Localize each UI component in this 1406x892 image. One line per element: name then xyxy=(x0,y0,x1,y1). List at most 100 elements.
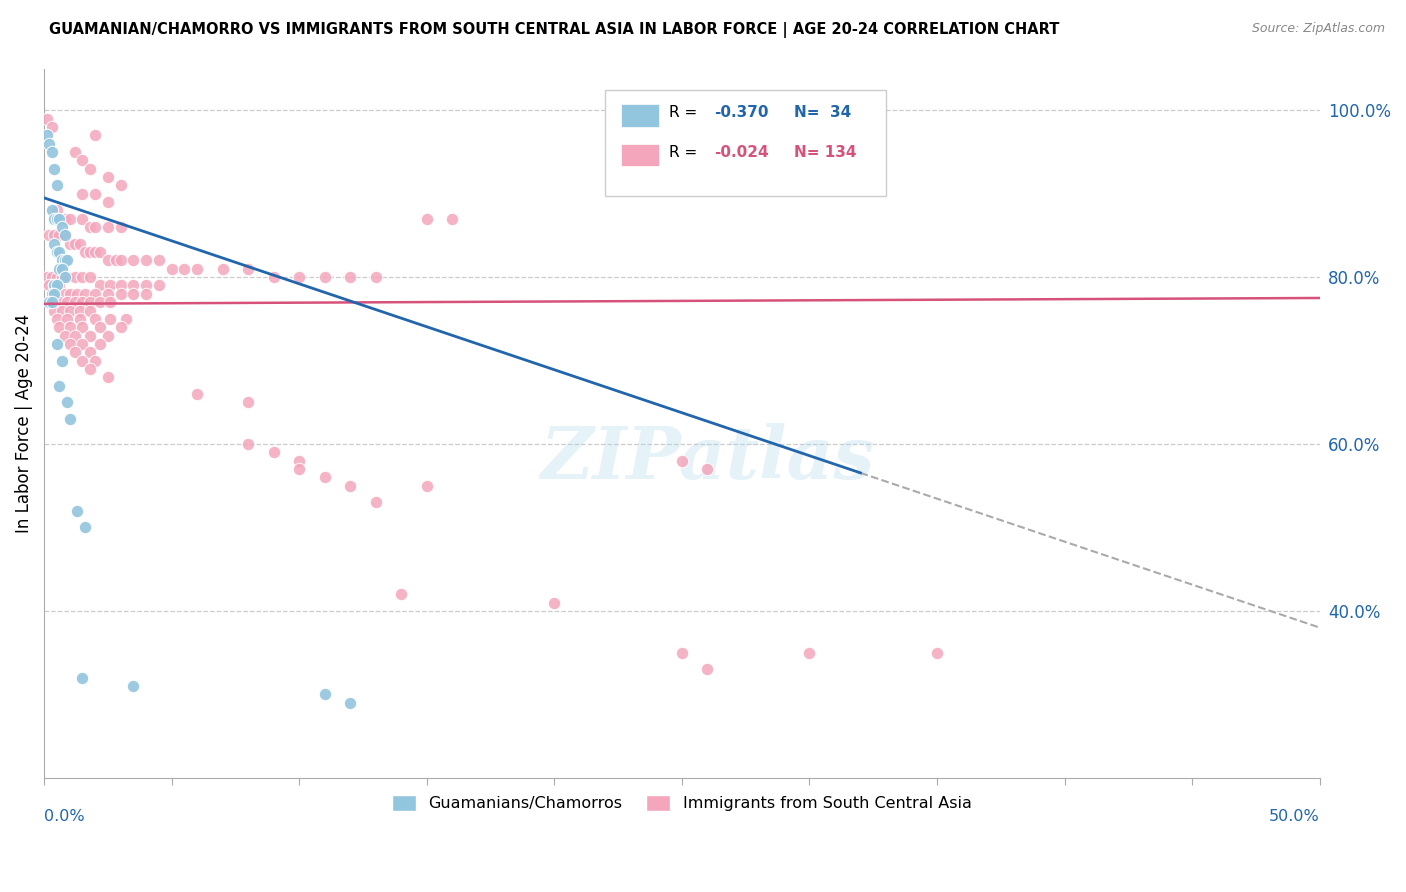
Point xyxy=(84,128,107,143)
Point xyxy=(44,161,66,176)
Point xyxy=(44,236,66,251)
Point xyxy=(45,278,67,293)
Point xyxy=(35,270,58,285)
Point xyxy=(364,270,387,285)
Point xyxy=(114,311,136,326)
Point xyxy=(41,295,63,310)
Point xyxy=(110,220,132,235)
Point xyxy=(59,303,82,318)
Point xyxy=(100,278,122,293)
Point xyxy=(59,236,82,251)
Point xyxy=(110,253,132,268)
Text: 50.0%: 50.0% xyxy=(1270,809,1320,824)
Point xyxy=(263,445,285,459)
Point xyxy=(69,303,91,318)
Point xyxy=(69,236,91,251)
Text: R =: R = xyxy=(669,105,702,120)
Point xyxy=(186,261,208,276)
Bar xyxy=(620,104,659,127)
Point xyxy=(59,286,82,301)
Point xyxy=(45,178,67,193)
Point xyxy=(389,587,412,601)
Point xyxy=(148,278,170,293)
Point xyxy=(56,311,79,326)
Point xyxy=(38,228,60,243)
Point xyxy=(79,345,101,359)
Point xyxy=(45,211,67,226)
Point xyxy=(41,145,63,159)
Text: N=  34: N= 34 xyxy=(794,105,852,120)
Point xyxy=(72,295,94,310)
Point xyxy=(135,286,157,301)
Point xyxy=(100,311,122,326)
Point xyxy=(38,278,60,293)
Point xyxy=(696,462,718,476)
Point xyxy=(63,145,86,159)
Point xyxy=(48,295,70,310)
Point xyxy=(104,253,127,268)
Point xyxy=(97,286,120,301)
Point xyxy=(41,203,63,218)
Point xyxy=(69,311,91,326)
Point xyxy=(51,353,73,368)
Point xyxy=(238,437,260,451)
Point xyxy=(97,169,120,184)
Text: -0.024: -0.024 xyxy=(714,145,769,161)
Point xyxy=(72,320,94,334)
Point xyxy=(211,261,233,276)
Point xyxy=(314,687,336,701)
Point xyxy=(63,328,86,343)
Point xyxy=(48,320,70,334)
Point xyxy=(84,286,107,301)
Point xyxy=(59,412,82,426)
Point xyxy=(110,178,132,193)
Point xyxy=(339,479,361,493)
Point xyxy=(73,520,96,534)
Point xyxy=(44,286,66,301)
Point xyxy=(110,278,132,293)
Point xyxy=(59,320,82,334)
Point xyxy=(51,261,73,276)
Point xyxy=(799,646,821,660)
Y-axis label: In Labor Force | Age 20-24: In Labor Force | Age 20-24 xyxy=(15,313,32,533)
Text: ZIPatlas: ZIPatlas xyxy=(540,423,875,494)
Point xyxy=(72,153,94,168)
Point xyxy=(41,270,63,285)
Point xyxy=(110,320,132,334)
Point xyxy=(66,286,89,301)
Point xyxy=(53,211,76,226)
Point xyxy=(79,161,101,176)
Point xyxy=(48,278,70,293)
Point xyxy=(72,270,94,285)
Point xyxy=(53,228,76,243)
Point xyxy=(122,286,145,301)
Point xyxy=(72,186,94,201)
Point xyxy=(73,286,96,301)
Point xyxy=(45,270,67,285)
Point xyxy=(84,220,107,235)
Point xyxy=(38,295,60,310)
Point xyxy=(148,253,170,268)
Point xyxy=(72,353,94,368)
Point xyxy=(41,295,63,310)
Point xyxy=(51,303,73,318)
Point xyxy=(97,370,120,384)
Point xyxy=(160,261,183,276)
Point xyxy=(238,261,260,276)
Text: GUAMANIAN/CHAMORRO VS IMMIGRANTS FROM SOUTH CENTRAL ASIA IN LABOR FORCE | AGE 20: GUAMANIAN/CHAMORRO VS IMMIGRANTS FROM SO… xyxy=(49,22,1060,38)
Point xyxy=(288,462,311,476)
Point xyxy=(63,295,86,310)
Point xyxy=(671,453,693,467)
Point xyxy=(89,245,111,260)
Point xyxy=(44,278,66,293)
Point xyxy=(72,671,94,685)
Point xyxy=(339,270,361,285)
Point xyxy=(89,278,111,293)
Point xyxy=(48,261,70,276)
Point xyxy=(48,245,70,260)
Point xyxy=(48,228,70,243)
Point xyxy=(63,270,86,285)
Point xyxy=(84,353,107,368)
Point xyxy=(364,495,387,509)
Point xyxy=(56,270,79,285)
